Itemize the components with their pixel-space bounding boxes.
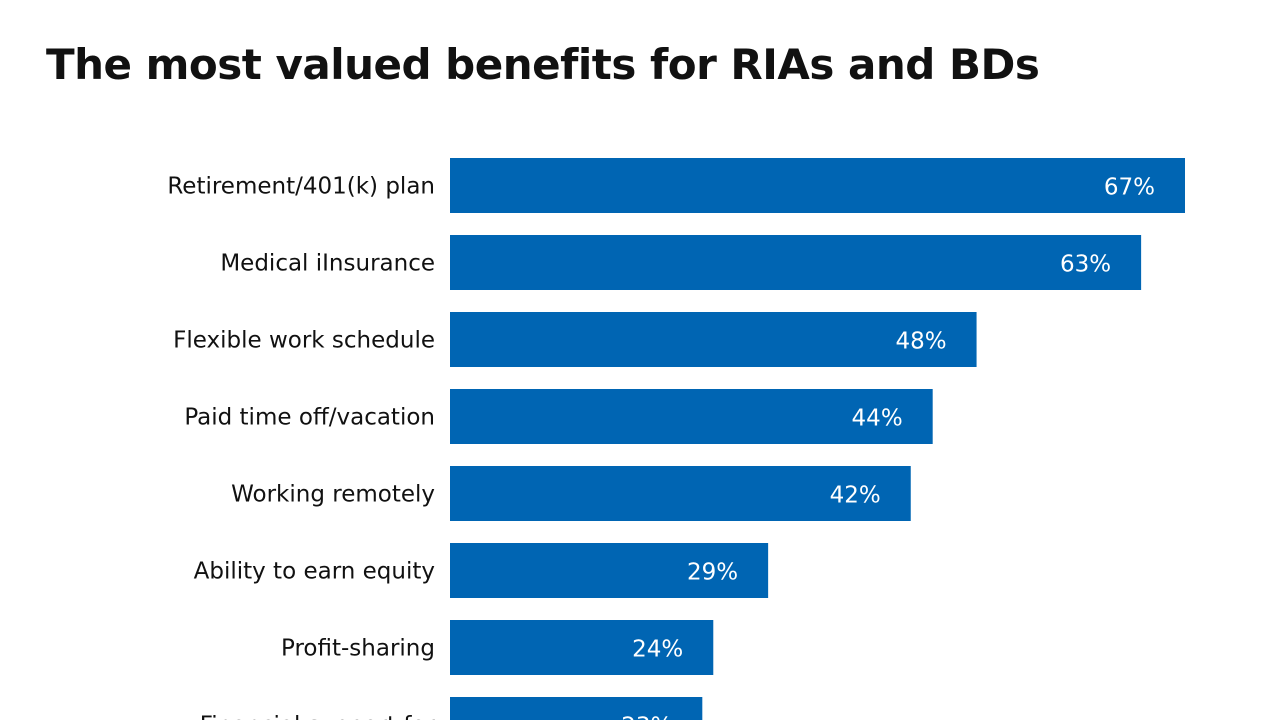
value-label: 67%	[1104, 175, 1155, 201]
bar	[450, 466, 911, 521]
value-label: 29%	[687, 560, 738, 586]
category-label: Profit-sharing	[281, 636, 435, 662]
value-label: 24%	[632, 637, 683, 663]
bar	[450, 158, 1185, 213]
bar	[450, 697, 703, 720]
category-label: Ability to earn equity	[194, 559, 435, 585]
bar	[450, 543, 769, 598]
bar	[450, 389, 933, 444]
category-label: Working remotely	[231, 482, 435, 508]
bar	[450, 620, 714, 675]
bar	[450, 235, 1142, 290]
chart-title: The most valued benefits for RIAs and BD…	[46, 40, 1040, 89]
value-label: 48%	[895, 329, 946, 355]
category-label: Retirement/401(k) plan	[167, 174, 435, 200]
value-label: 23%	[621, 714, 672, 720]
category-label: Paid time off/vacation	[184, 405, 435, 431]
category-label: Flexible work schedule	[173, 328, 435, 354]
value-label: 44%	[852, 406, 903, 432]
category-label: Financial support for	[200, 713, 436, 720]
category-label: Medical iInsurance	[220, 251, 435, 277]
bar	[450, 312, 977, 367]
value-label: 42%	[830, 483, 881, 509]
value-label: 63%	[1060, 252, 1111, 278]
